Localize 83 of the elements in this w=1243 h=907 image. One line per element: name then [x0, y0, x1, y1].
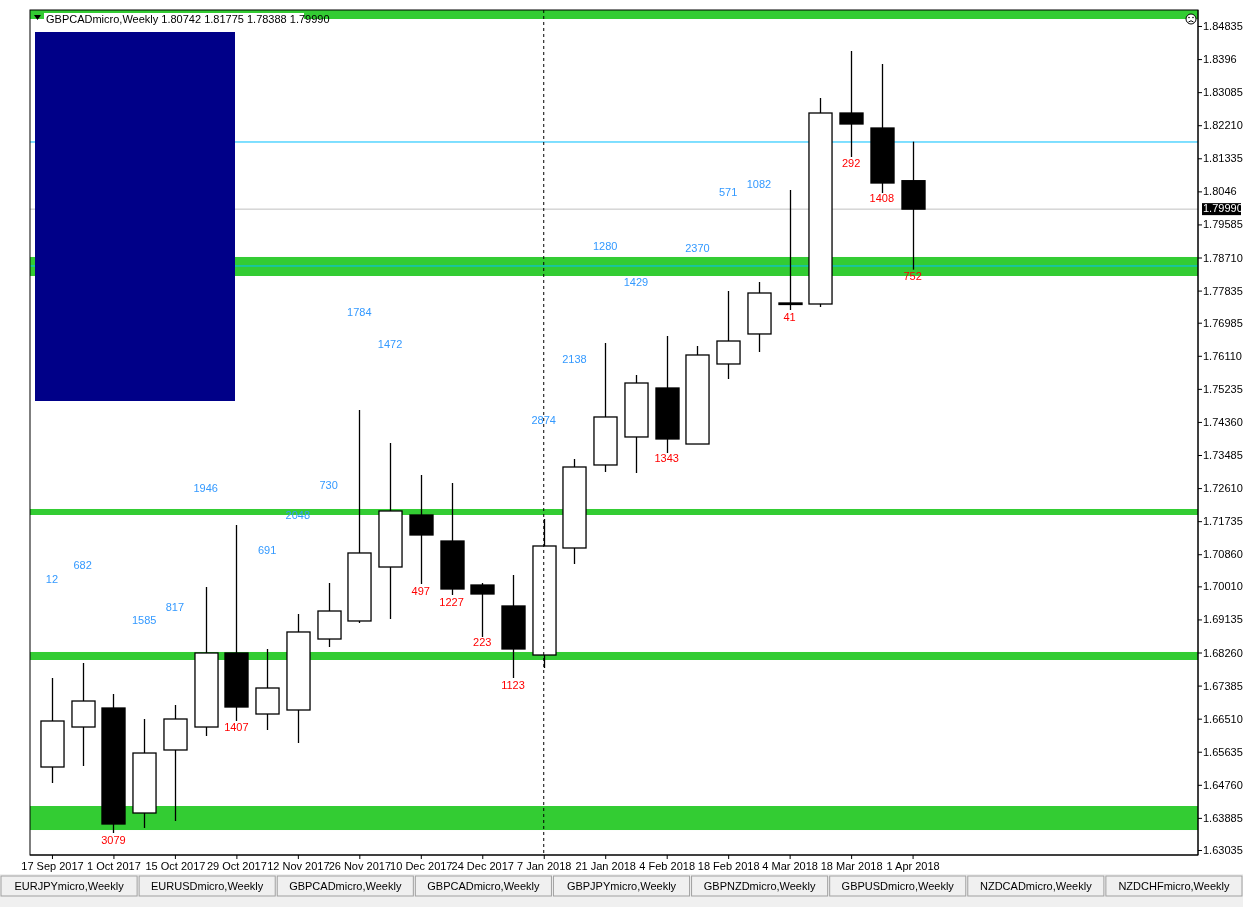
x-tick-label: 17 Sep 2017: [21, 859, 84, 872]
x-tick-label: 7 Jan 2018: [517, 859, 572, 872]
y-tick-label: 1.73485: [1203, 449, 1243, 462]
text: EURUSDmicro,Weekly: [151, 880, 264, 892]
annotation: 1343: [654, 452, 679, 464]
annotation: 223: [473, 636, 492, 648]
annotation: 571: [718, 186, 738, 198]
annotation: 2138: [562, 353, 587, 365]
x-tick-label: 12 Nov 2017: [267, 859, 330, 872]
annotation: 497: [411, 585, 430, 597]
annotation: 1946: [193, 482, 218, 494]
text: GBPJPYmicro,Weekly: [566, 880, 677, 892]
y-tick-label: 1.64760: [1203, 778, 1243, 791]
candlestick: [409, 474, 434, 585]
annotation: 691: [257, 544, 277, 556]
annotation: 730: [319, 479, 338, 491]
x-tick-label: 4 Mar 2018: [762, 859, 818, 872]
annotation: 1784: [347, 306, 372, 318]
y-tick-label: 1.63885: [1203, 811, 1243, 824]
y-tick-label: 1.70860: [1203, 548, 1243, 561]
y-tick-label: 1.76985: [1203, 316, 1243, 329]
x-tick-label: 1 Oct 2017: [87, 859, 141, 872]
annotation: 752: [903, 270, 922, 282]
annotation: 1472: [377, 338, 403, 350]
y-tick-label: 1.67385: [1203, 679, 1243, 692]
annotation: 12: [45, 573, 59, 585]
annotation: 1082: [746, 178, 772, 190]
candlestick: [839, 50, 864, 158]
text: EURJPYmicro,Weekly: [14, 880, 125, 892]
x-tick-label: 18 Mar 2018: [820, 859, 883, 872]
y-tick-label: 1.75235: [1203, 382, 1243, 395]
annotation: 292: [841, 157, 861, 169]
y-tick-label: 1.82210: [1203, 119, 1243, 132]
annotation: 682: [73, 559, 92, 571]
y-tick-label: 1.69135: [1203, 613, 1243, 626]
y-tick-label: 1.83085: [1203, 86, 1243, 99]
annotation: 2048: [285, 509, 311, 521]
y-tick-label: 1.74360: [1203, 415, 1243, 428]
text: NZDCHFmicro,Weekly: [1118, 880, 1230, 892]
y-tick-label: 1.84835: [1203, 20, 1243, 33]
candlestick: [716, 290, 741, 380]
annotation: 2370: [685, 242, 710, 254]
annotation: 1123: [501, 679, 525, 691]
y-tick-label: 1.79585: [1203, 218, 1243, 231]
x-tick-label: 21 Jan 2018: [575, 859, 636, 872]
y-tick-label: 1.8396: [1203, 53, 1237, 66]
y-tick-label: 1.72610: [1203, 482, 1243, 495]
y-tick-label: 1.77835: [1203, 284, 1243, 297]
annotation: 1408: [869, 192, 895, 204]
text: GBPUSDmicro,Weekly: [841, 880, 955, 892]
x-tick-label: 1 Apr 2018: [886, 859, 940, 872]
annotation: 41: [783, 311, 796, 323]
annotation: 1227: [439, 596, 464, 608]
text: GBPNZDmicro,Weekly: [703, 880, 816, 892]
x-tick-label: 15 Oct 2017: [145, 859, 206, 872]
y-tick-label: 1.68260: [1203, 646, 1243, 659]
annotation: 1429: [623, 276, 649, 288]
text: GBPCADmicro,Weekly: [427, 880, 541, 892]
annotation: 1280: [592, 240, 618, 252]
annotation: 2874: [531, 414, 556, 426]
text: NZDCADmicro,Weekly: [980, 880, 1093, 892]
x-tick-label: 10 Dec 2017: [390, 859, 453, 872]
x-tick-label: 4 Feb 2018: [639, 859, 696, 872]
x-tick-label: 26 Nov 2017: [328, 859, 392, 872]
x-tick-label: 24 Dec 2017: [451, 859, 514, 872]
text: GBPCADmicro,Weekly: [289, 880, 402, 892]
annotation: 1407: [224, 721, 249, 733]
y-tick-label: 1.70010: [1203, 580, 1243, 593]
y-tick-label: 1.8046: [1203, 185, 1237, 198]
y-tick-label: 1.71735: [1203, 515, 1243, 528]
annotation: 817: [165, 601, 185, 613]
annotation: 1585: [131, 614, 157, 626]
y-tick-label: 1.66510: [1203, 712, 1243, 725]
y-tick-label: 1.78710: [1203, 251, 1243, 264]
y-tick-label: 1.81335: [1203, 152, 1243, 165]
candlestick: [778, 189, 803, 311]
y-tick-label: 1.76110: [1203, 349, 1242, 362]
candlestick: [470, 582, 495, 638]
y-tick-label: 1.65635: [1203, 745, 1243, 758]
x-tick-label: 18 Feb 2018: [697, 859, 760, 872]
annotation: 3079: [101, 834, 126, 846]
x-tick-label: 29 Oct 2017: [206, 859, 267, 872]
y-tick-label: 1.63035: [1203, 844, 1243, 857]
